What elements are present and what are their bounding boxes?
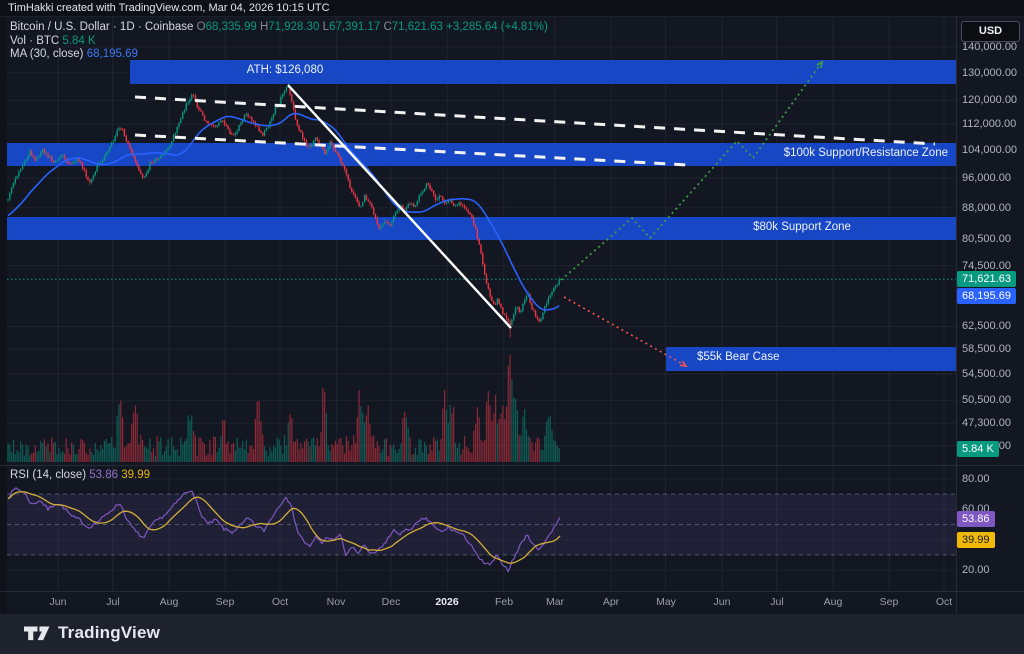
zone-label: ATH: $126,080	[246, 64, 324, 76]
price-tick-label: 120,000.00	[962, 94, 1018, 106]
price-tick-label: 54,500.00	[962, 368, 1011, 380]
close-label: C	[383, 21, 392, 33]
time-tick-label: Sep	[879, 596, 899, 608]
low-label: L	[322, 21, 330, 33]
time-tick-label: Mar	[545, 596, 565, 608]
price-tick-label: 140,000.00	[962, 41, 1018, 53]
price-tick-label: 74,500.00	[962, 260, 1011, 272]
time-tick-label: Jul	[770, 596, 784, 608]
rsi-band	[7, 493, 956, 556]
zone-label: $55k Bear Case	[697, 351, 780, 363]
tradingview-logo-icon	[24, 626, 50, 640]
price-tick-label: 104,000.00	[962, 144, 1018, 156]
price-tick-label: 130,000.00	[962, 67, 1018, 79]
time-tick-label: Feb	[494, 596, 514, 608]
time-tick-label: 2026	[435, 596, 459, 608]
rsi-legend: RSI (14, close) 53.86 39.99	[10, 469, 150, 481]
time-tick-label: Sep	[215, 596, 235, 608]
axis-price-badge: 5.84 K	[957, 441, 999, 457]
symbol-title: Bitcoin / U.S. Dollar · 1D · Coinbase	[10, 21, 194, 33]
price-tick-label: 88,000.00	[962, 202, 1011, 214]
attribution-text: TimHakki created with TradingView.com, M…	[8, 2, 330, 14]
time-tick-label: Oct	[271, 596, 289, 608]
symbol-legend: Bitcoin / U.S. Dollar · 1D · Coinbase O6…	[10, 21, 548, 62]
ma-label: MA (30, close)	[10, 48, 84, 60]
volume-label: Vol · BTC	[10, 34, 60, 47]
rsi-label: RSI (14, close)	[10, 469, 87, 481]
attribution-bar: TimHakki created with TradingView.com, M…	[0, 0, 1024, 17]
price-tick-label: 58,500.00	[962, 343, 1011, 355]
axis-price-badge: 39.99	[957, 532, 995, 548]
price-axis[interactable]	[956, 17, 1024, 614]
rsi-tick-label: 80.00	[962, 473, 990, 485]
channel-upper-line	[134, 95, 936, 146]
support-resistance-zones	[7, 60, 956, 371]
high-value: 71,928.30	[268, 21, 320, 33]
price-tick-label: 62,500.00	[962, 320, 1011, 332]
time-tick-label: Jun	[49, 596, 67, 608]
price-tick-label: 47,300.00	[962, 417, 1011, 429]
open-label: O	[196, 21, 206, 33]
time-tick-label: Aug	[823, 596, 843, 608]
time-tick-label: May	[656, 596, 676, 608]
open-value: 68,335.99	[205, 21, 257, 33]
axis-price-badge: 68,195.69	[957, 288, 1016, 304]
trendlines-layer	[134, 84, 936, 329]
time-tick-label: Dec	[381, 596, 401, 608]
rsi-ma-value: 39.99	[121, 469, 151, 481]
price-tick-label: 112,000.00	[962, 118, 1017, 130]
zone-label: $80k Support Zone	[753, 220, 851, 233]
grid-layer	[7, 17, 956, 591]
time-tick-label: Jun	[713, 596, 731, 608]
rsi-ma-line	[7, 491, 561, 564]
axis-price-badge: 53.86	[957, 511, 995, 527]
time-tick-label: Jul	[106, 596, 120, 608]
rsi-value: 53.86	[89, 469, 119, 481]
rsi-tick-label: 20.00	[962, 564, 990, 576]
time-tick-label: Nov	[326, 596, 346, 608]
time-tick-label: Aug	[159, 596, 179, 608]
rsi-line	[7, 487, 561, 573]
bottom-bar: TradingView	[0, 614, 1024, 654]
zone-label: $100k Support/Resistance Zone	[783, 146, 948, 159]
legend-row-ma: MA (30, close) 68,195.69	[10, 48, 548, 61]
ma30-line	[7, 112, 560, 311]
pane-separator[interactable]	[0, 465, 1024, 466]
price-tick-label: 50,500.00	[962, 394, 1011, 406]
close-value: 71,621.63	[391, 21, 443, 33]
bull-case-projection	[560, 60, 824, 281]
channel-lower-line	[134, 133, 689, 167]
high-label: H	[259, 21, 269, 33]
legend-row-symbol: Bitcoin / U.S. Dollar · 1D · Coinbase O6…	[10, 21, 548, 34]
volume-value: 5.84 K	[62, 34, 96, 47]
price-tick-label: 96,000.00	[962, 172, 1011, 184]
time-tick-label: Oct	[935, 596, 953, 608]
time-tick-label: Apr	[602, 596, 620, 608]
candles-layer	[7, 83, 560, 338]
change-value: +3,285.64 (+4.81%)	[446, 21, 548, 33]
left-gutter	[0, 17, 7, 614]
low-value: 67,391.17	[329, 21, 381, 33]
tradingview-logo-text: TradingView	[58, 623, 161, 642]
currency-toggle-button[interactable]: USD	[961, 21, 1020, 42]
breakdown-trendline	[287, 84, 512, 329]
tradingview-logo[interactable]: TradingView	[24, 623, 160, 643]
price-tick-label: 80,500.00	[962, 233, 1011, 245]
legend-row-volume: Vol · BTC 5.84 K	[10, 35, 548, 48]
time-axis[interactable]	[0, 591, 1024, 615]
ma-value: 68,195.69	[86, 48, 138, 60]
axis-price-badge: 71,621.63	[957, 271, 1016, 287]
volume-bars-layer	[7, 355, 560, 462]
bear-case-projection	[563, 296, 688, 368]
